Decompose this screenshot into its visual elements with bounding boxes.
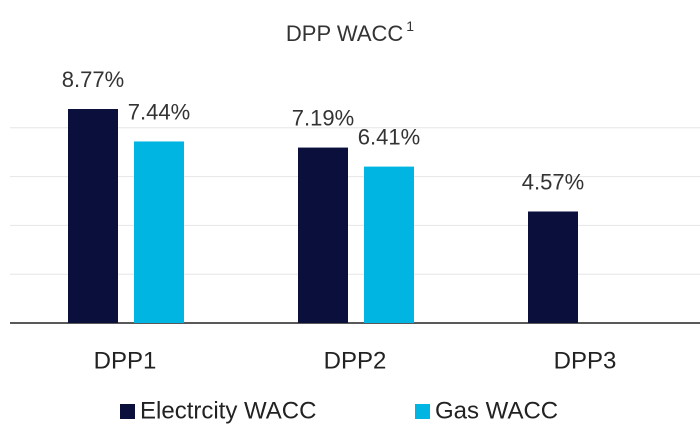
- x-tick-label: DPP1: [94, 347, 157, 374]
- title-superscript: 1: [406, 18, 414, 34]
- bar: [298, 147, 348, 323]
- bar: [68, 109, 118, 324]
- data-label: 6.41%: [358, 124, 420, 149]
- x-tick-label: DPP3: [554, 347, 617, 374]
- bar: [134, 141, 184, 323]
- data-label: 7.44%: [128, 99, 190, 124]
- data-label: 7.19%: [292, 105, 354, 130]
- chart-title: DPP WACC 1: [286, 18, 414, 46]
- legend-label: Gas WACC: [435, 397, 558, 424]
- legend-label: Electrcity WACC: [140, 397, 316, 424]
- legend-swatch: [120, 404, 135, 419]
- data-label: 8.77%: [62, 67, 124, 92]
- x-tick-label: DPP2: [324, 347, 387, 374]
- bar: [528, 211, 578, 323]
- title-text: DPP WACC: [286, 21, 403, 46]
- data-label: 4.57%: [522, 169, 584, 194]
- legend-swatch: [415, 404, 430, 419]
- bar: [364, 166, 414, 323]
